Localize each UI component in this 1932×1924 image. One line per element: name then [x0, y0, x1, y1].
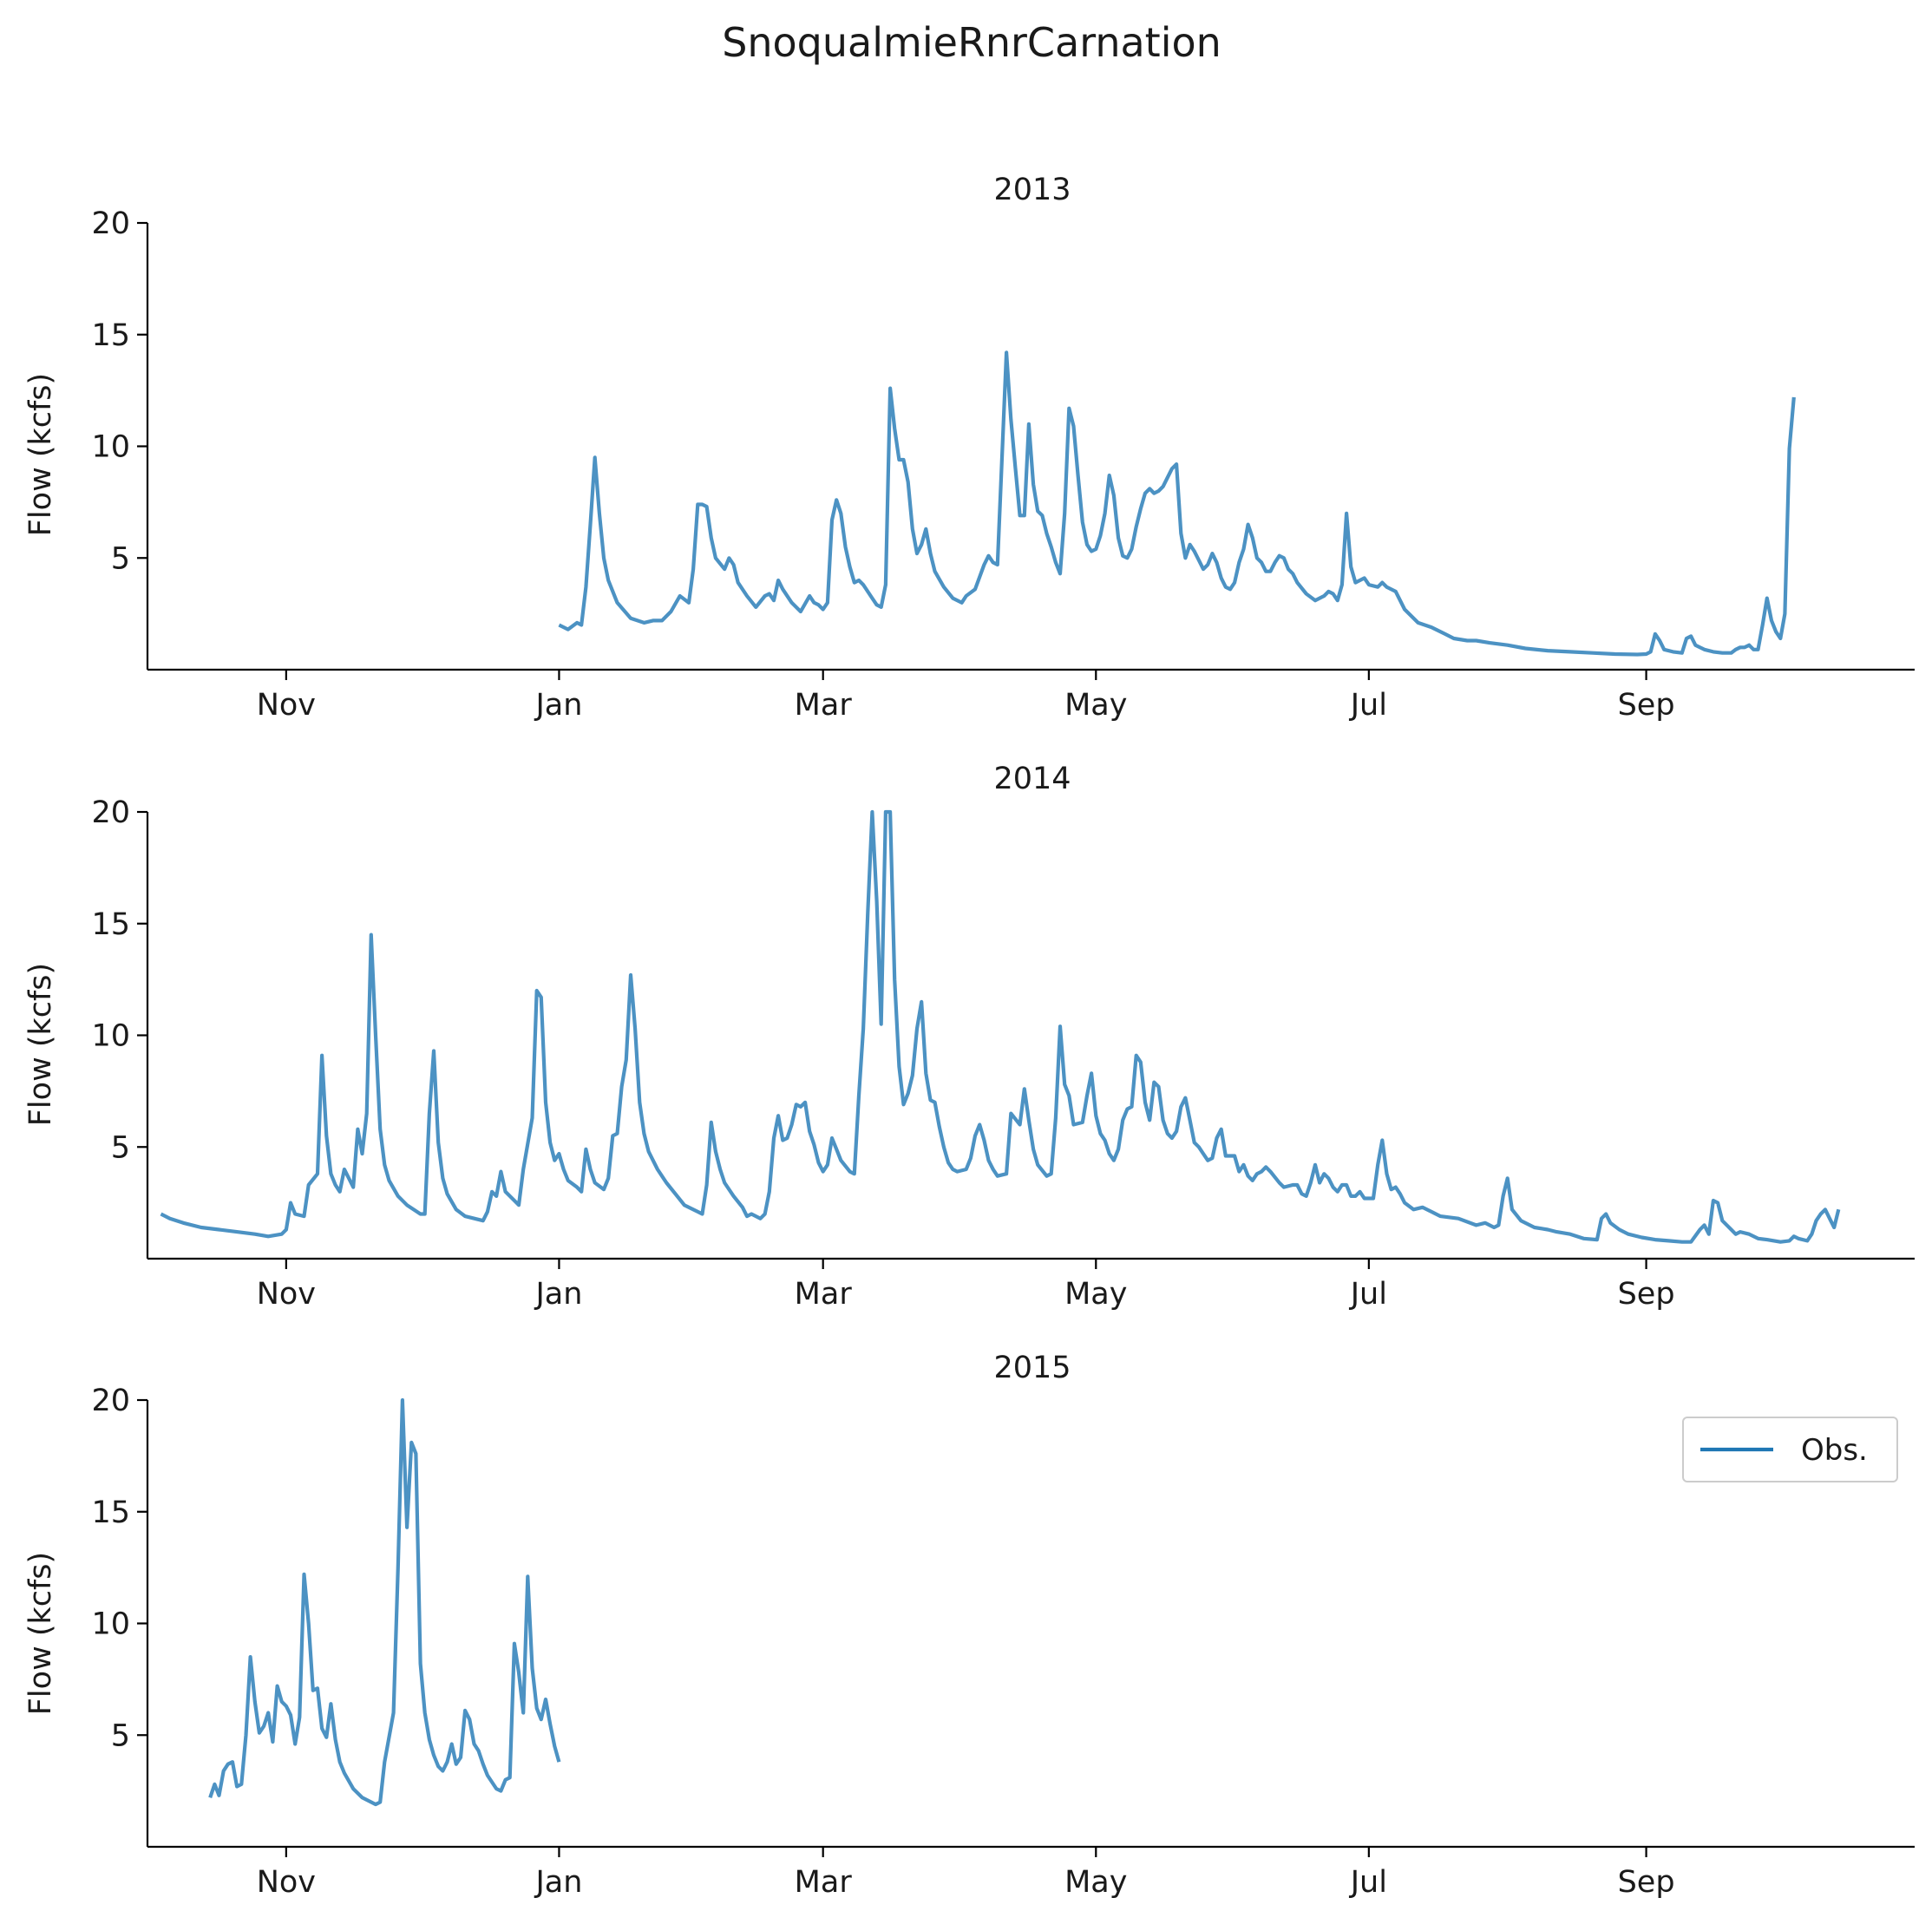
y-tick-label: 5	[111, 541, 130, 576]
subplot-2014: 2014 Flow (kcfs) 5 10 15 20 Nov Jan Mar May Jul…	[23, 762, 1915, 1312]
x-tick-label: Mar	[795, 688, 853, 723]
x-tick-label: Sep	[1618, 1277, 1675, 1312]
y-ticks: 5 10 15 20	[91, 1384, 147, 1753]
subplot-title: 2014	[993, 762, 1071, 796]
y-tick-label: 10	[91, 1019, 130, 1054]
x-tick-label: Sep	[1618, 1865, 1675, 1900]
y-tick-label: 5	[111, 1718, 130, 1753]
x-tick-label: Jul	[1349, 1277, 1387, 1312]
x-tick-label: Jan	[534, 1277, 582, 1312]
legend-entry-obs: Obs.	[1801, 1433, 1868, 1468]
series-line	[208, 1397, 561, 1807]
subplot-2015: 2015 Flow (kcfs) 5 10 15 20 Nov Jan Mar May Jul…	[23, 1351, 1915, 1900]
y-ticks: 5 10 15 20	[91, 795, 147, 1165]
x-ticks: Nov Jan Mar May Jul Sep	[257, 1847, 1675, 1900]
series-line	[160, 809, 1841, 1244]
y-tick-label: 20	[91, 1384, 130, 1418]
y-axis-label: Flow (kcfs)	[23, 373, 58, 536]
x-tick-label: Jan	[534, 1865, 582, 1900]
y-axis-label: Flow (kcfs)	[23, 963, 58, 1126]
subplot-2013: 2013 Flow (kcfs) 5 10 15 20 Nov Jan Mar May Jul…	[23, 173, 1915, 723]
legend-frame	[1682, 1417, 1898, 1482]
subplot-title: 2015	[993, 1351, 1071, 1385]
y-tick-label: 10	[91, 1607, 130, 1642]
y-tick-label: 10	[91, 430, 130, 465]
x-tick-label: Mar	[795, 1865, 853, 1900]
x-tick-label: Nov	[257, 1277, 316, 1312]
x-tick-label: May	[1064, 688, 1127, 723]
x-tick-label: May	[1064, 1865, 1127, 1900]
y-tick-label: 15	[91, 318, 130, 353]
x-ticks: Nov Jan Mar May Jul Sep	[257, 670, 1675, 723]
y-tick-label: 5	[111, 1130, 130, 1165]
x-tick-label: Nov	[257, 1865, 316, 1900]
figure-title: SnoqualmieRnrCarnation	[722, 19, 1221, 66]
x-tick-label: Jul	[1349, 688, 1387, 723]
subplot-title: 2013	[993, 173, 1071, 207]
series-line	[558, 350, 1796, 657]
x-tick-label: Mar	[795, 1277, 853, 1312]
y-axis-label: Flow (kcfs)	[23, 1552, 58, 1715]
y-tick-label: 20	[91, 206, 130, 241]
y-tick-label: 15	[91, 1495, 130, 1530]
y-tick-label: 15	[91, 907, 130, 942]
x-tick-label: May	[1064, 1277, 1127, 1312]
x-ticks: Nov Jan Mar May Jul Sep	[257, 1259, 1675, 1312]
x-tick-label: Jul	[1349, 1865, 1387, 1900]
x-tick-label: Sep	[1618, 688, 1675, 723]
legend: Obs.	[1682, 1417, 1898, 1482]
x-tick-label: Nov	[257, 688, 316, 723]
y-tick-label: 20	[91, 795, 130, 830]
x-tick-label: Jan	[534, 688, 582, 723]
y-ticks: 5 10 15 20	[91, 206, 147, 576]
